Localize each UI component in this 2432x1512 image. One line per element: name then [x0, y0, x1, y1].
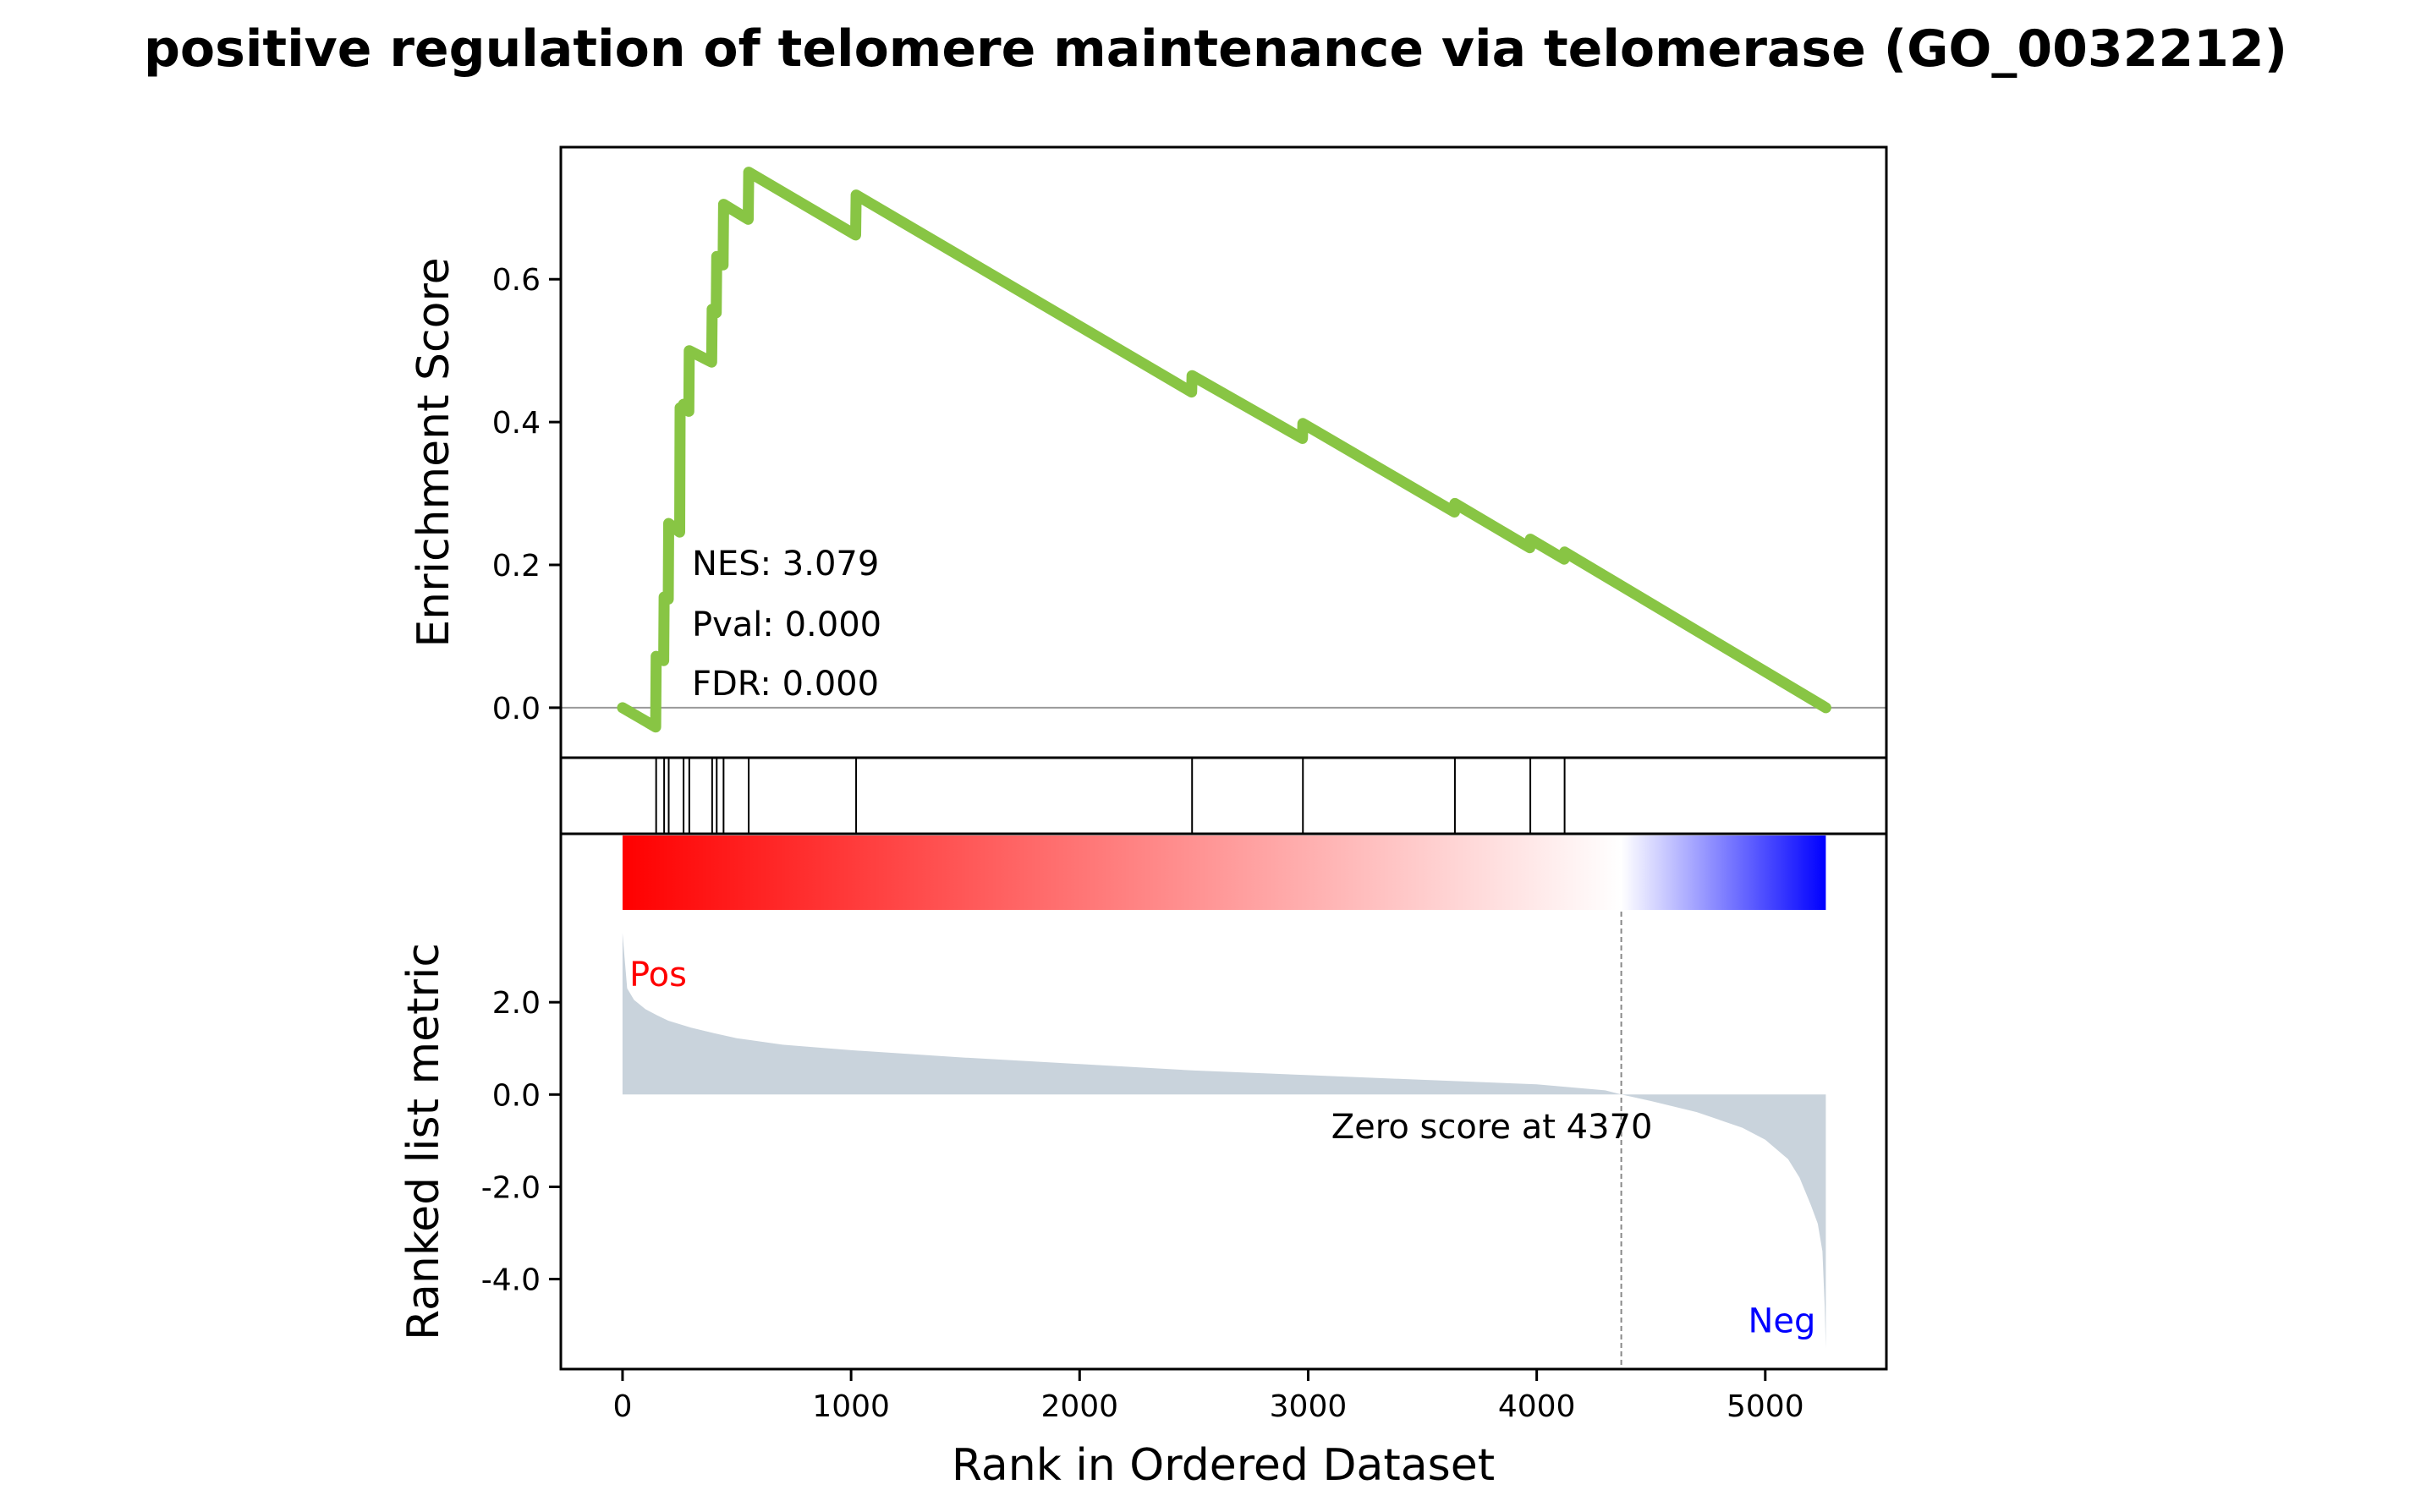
es-y-tick-label: 0.4 — [492, 406, 541, 441]
es-y-tick-label: 0.0 — [492, 692, 541, 726]
neg-label: Neg — [1748, 1301, 1815, 1340]
fdr-annotation: FDR: 0.000 — [692, 665, 879, 704]
pval-annotation: Pval: 0.000 — [692, 605, 881, 644]
ranked-y-tick-label: -2.0 — [481, 1170, 541, 1205]
ranked-y-tick-label: -4.0 — [481, 1263, 541, 1298]
ranked-y-tick-label: 2.0 — [492, 986, 541, 1021]
x-tick-label: 1000 — [812, 1389, 890, 1424]
chart-title: positive regulation of telomere maintena… — [144, 19, 2287, 79]
x-tick-label: 4000 — [1498, 1389, 1576, 1424]
es-y-ticks: 0.0 0.2 0.4 0.6 — [492, 263, 561, 726]
ranked-y-axis-label: Ranked list metric — [398, 943, 449, 1340]
x-axis-ticks: 0 1000 2000 3000 4000 5000 — [612, 1369, 1804, 1424]
x-axis-label: Rank in Ordered Dataset — [952, 1440, 1495, 1491]
pos-label: Pos — [629, 956, 687, 994]
x-tick-label: 0 — [612, 1389, 632, 1424]
es-y-axis-label: Enrichment Score — [409, 257, 459, 647]
enrichment-panel: 0.0 0.2 0.4 0.6 Enrichment Score NES: 3.079… — [409, 145, 1888, 759]
nes-annotation: NES: 3.079 — [692, 545, 879, 583]
ranked-panel: Zero score at 4370 Pos Neg 2.0 0.0 -2.0 -4.… — [398, 832, 1888, 1371]
hits-panel-frame — [559, 756, 1888, 835]
x-tick-label: 3000 — [1270, 1389, 1348, 1424]
x-tick-label: 2000 — [1040, 1389, 1118, 1424]
hit-lines — [655, 758, 1566, 834]
ranked-colorbar — [622, 835, 1826, 910]
es-y-tick-label: 0.2 — [492, 549, 541, 583]
x-tick-label: 5000 — [1727, 1389, 1804, 1424]
es-curve — [617, 167, 1831, 733]
ranked-panel-frame — [559, 832, 1888, 1371]
zero-score-label: Zero score at 4370 — [1331, 1108, 1653, 1147]
ranked-y-ticks: 2.0 0.0 -2.0 -4.0 — [481, 986, 561, 1298]
hits-panel — [559, 756, 1888, 835]
ranked-y-tick-label: 0.0 — [492, 1078, 541, 1113]
es-y-tick-label: 0.6 — [492, 263, 541, 298]
